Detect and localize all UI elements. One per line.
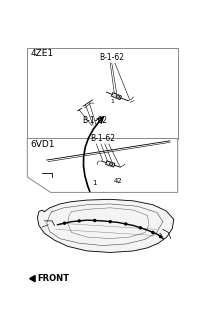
Polygon shape [37,199,174,252]
Text: B-1-62: B-1-62 [82,116,107,124]
Circle shape [116,95,120,99]
Circle shape [94,220,96,221]
Circle shape [152,231,154,234]
Circle shape [125,223,127,225]
Text: 1: 1 [92,180,97,186]
Circle shape [109,221,111,223]
Polygon shape [106,161,115,167]
Polygon shape [30,276,35,282]
Text: 42: 42 [114,178,122,184]
Text: B-1-62: B-1-62 [99,53,124,62]
Text: 1: 1 [111,99,115,104]
Text: FRONT: FRONT [37,274,69,283]
Circle shape [160,236,162,238]
Polygon shape [111,92,121,100]
Circle shape [139,227,141,229]
Circle shape [109,163,113,166]
Text: B-1-62: B-1-62 [90,134,115,143]
Polygon shape [27,139,178,192]
Circle shape [78,220,80,222]
Text: 4ZE1: 4ZE1 [30,49,54,58]
Bar [27,48,178,139]
Circle shape [64,222,66,224]
Text: 6VD1: 6VD1 [30,140,55,149]
